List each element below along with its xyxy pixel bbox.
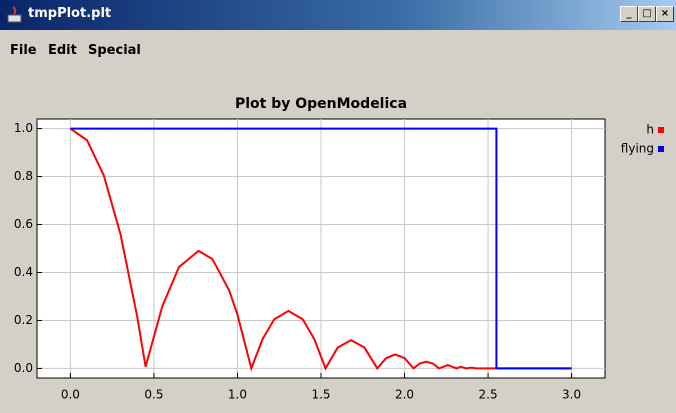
close-button[interactable]: × [656, 6, 674, 22]
x-tick-label: 2.0 [395, 388, 414, 402]
window-title: tmpPlot.plt [28, 6, 112, 21]
menu-bar: File Edit Special [0, 34, 676, 64]
legend-swatch [658, 146, 664, 152]
title-bar: tmpPlot.plt _ □ × [0, 0, 676, 30]
app-icon [7, 6, 22, 23]
maximize-button[interactable]: □ [638, 6, 656, 22]
series-line [69, 127, 572, 372]
plot-area [36, 118, 606, 379]
x-tick-label: 1.0 [228, 388, 247, 402]
y-tick-label: 0.6 [14, 217, 33, 231]
y-tick-label: 0.4 [14, 265, 33, 279]
minimize-button[interactable]: _ [620, 6, 638, 22]
y-tick-label: 0.2 [14, 313, 33, 327]
y-tick-label: 0.8 [14, 169, 33, 183]
x-tick-label: 2.5 [479, 388, 498, 402]
y-tick-label: 1.0 [14, 121, 33, 135]
legend-label: flying [621, 142, 654, 156]
menu-item[interactable]: File [10, 43, 37, 58]
menu-item[interactable]: Special [88, 43, 141, 58]
chart-title: Plot by OpenModelica [235, 96, 407, 112]
menu-item[interactable]: Edit [48, 43, 77, 58]
x-tick-label: 0.0 [61, 388, 80, 402]
x-tick-label: 0.5 [144, 388, 163, 402]
series-line [70, 127, 572, 370]
legend-swatch [658, 127, 664, 133]
x-tick-label: 3.0 [562, 388, 581, 402]
y-tick-label: 0.0 [14, 361, 33, 375]
legend-label: h [646, 123, 654, 137]
x-tick-label: 1.5 [311, 388, 330, 402]
